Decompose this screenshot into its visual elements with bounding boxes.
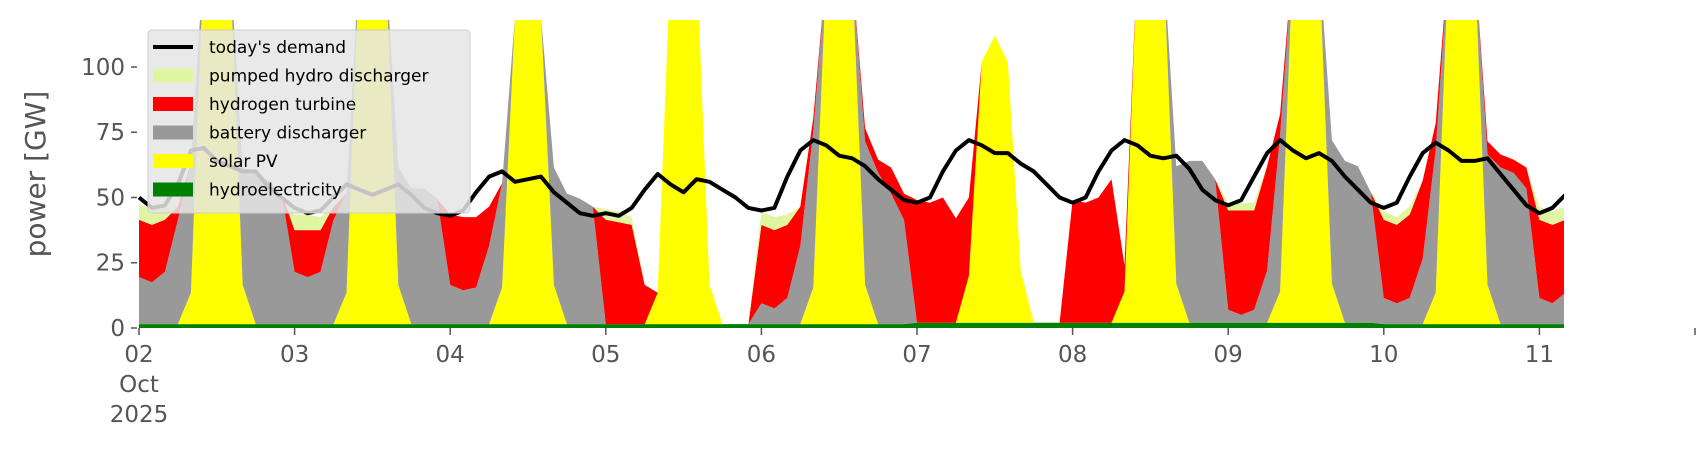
x-tick-label: 10 — [1369, 342, 1398, 368]
y-tick-label: 75 — [96, 120, 125, 146]
legend-label-pumped-hydro-discharger: pumped hydro discharger — [209, 67, 428, 87]
legend-label-hydrogen-turbine: hydrogen turbine — [209, 95, 356, 115]
x-tick-label-extra: Oct — [119, 372, 159, 398]
x-tick-label: 04 — [436, 342, 465, 368]
y-axis-title: power [GW] — [19, 91, 52, 258]
y-tick-label: 0 — [110, 316, 125, 342]
x-tick-label: 03 — [280, 342, 309, 368]
legend-swatch-battery-discharger — [153, 125, 193, 140]
x-tick-label: 05 — [591, 342, 620, 368]
stacked-areas — [139, 20, 1564, 328]
legend-label-hydroelectricity: hydroelectricity — [209, 181, 342, 201]
legend-label-battery-discharger: battery discharger — [209, 124, 366, 144]
legend-box — [147, 29, 471, 214]
x-tick-label: 09 — [1214, 342, 1243, 368]
y-tick-label: 50 — [96, 185, 125, 211]
x-tick-label-extra: 2025 — [110, 402, 169, 428]
legend: today's demand pumped hydro discharger hyd… — [147, 29, 471, 214]
area-battery-discharger — [139, 20, 1564, 325]
y-tick-label: 25 — [96, 251, 125, 277]
x-tick-label: 06 — [747, 342, 776, 368]
y-tick-label: 100 — [81, 55, 125, 81]
x-tick-label: 02 — [124, 342, 153, 368]
legend-label-today-s-demand: today's demand — [209, 38, 346, 58]
legend-label-solar-pv: solar PV — [209, 152, 278, 172]
legend-swatch-pumped-hydro-discharger — [153, 68, 193, 83]
area-solar-pv — [139, 20, 1564, 325]
legend-swatch-hydrogen-turbine — [153, 97, 193, 111]
x-tick-label: 08 — [1058, 342, 1087, 368]
axes: 0 25 50 75 100 02 Oct 2025 03 04 05 06 07 08 09 10 11 — [81, 55, 1696, 428]
legend-swatch-hydroelectricity — [153, 182, 193, 197]
x-tick-label: 11 — [1525, 342, 1554, 368]
x-tick-label: 07 — [902, 342, 931, 368]
legend-swatch-solar-pv — [153, 154, 193, 168]
